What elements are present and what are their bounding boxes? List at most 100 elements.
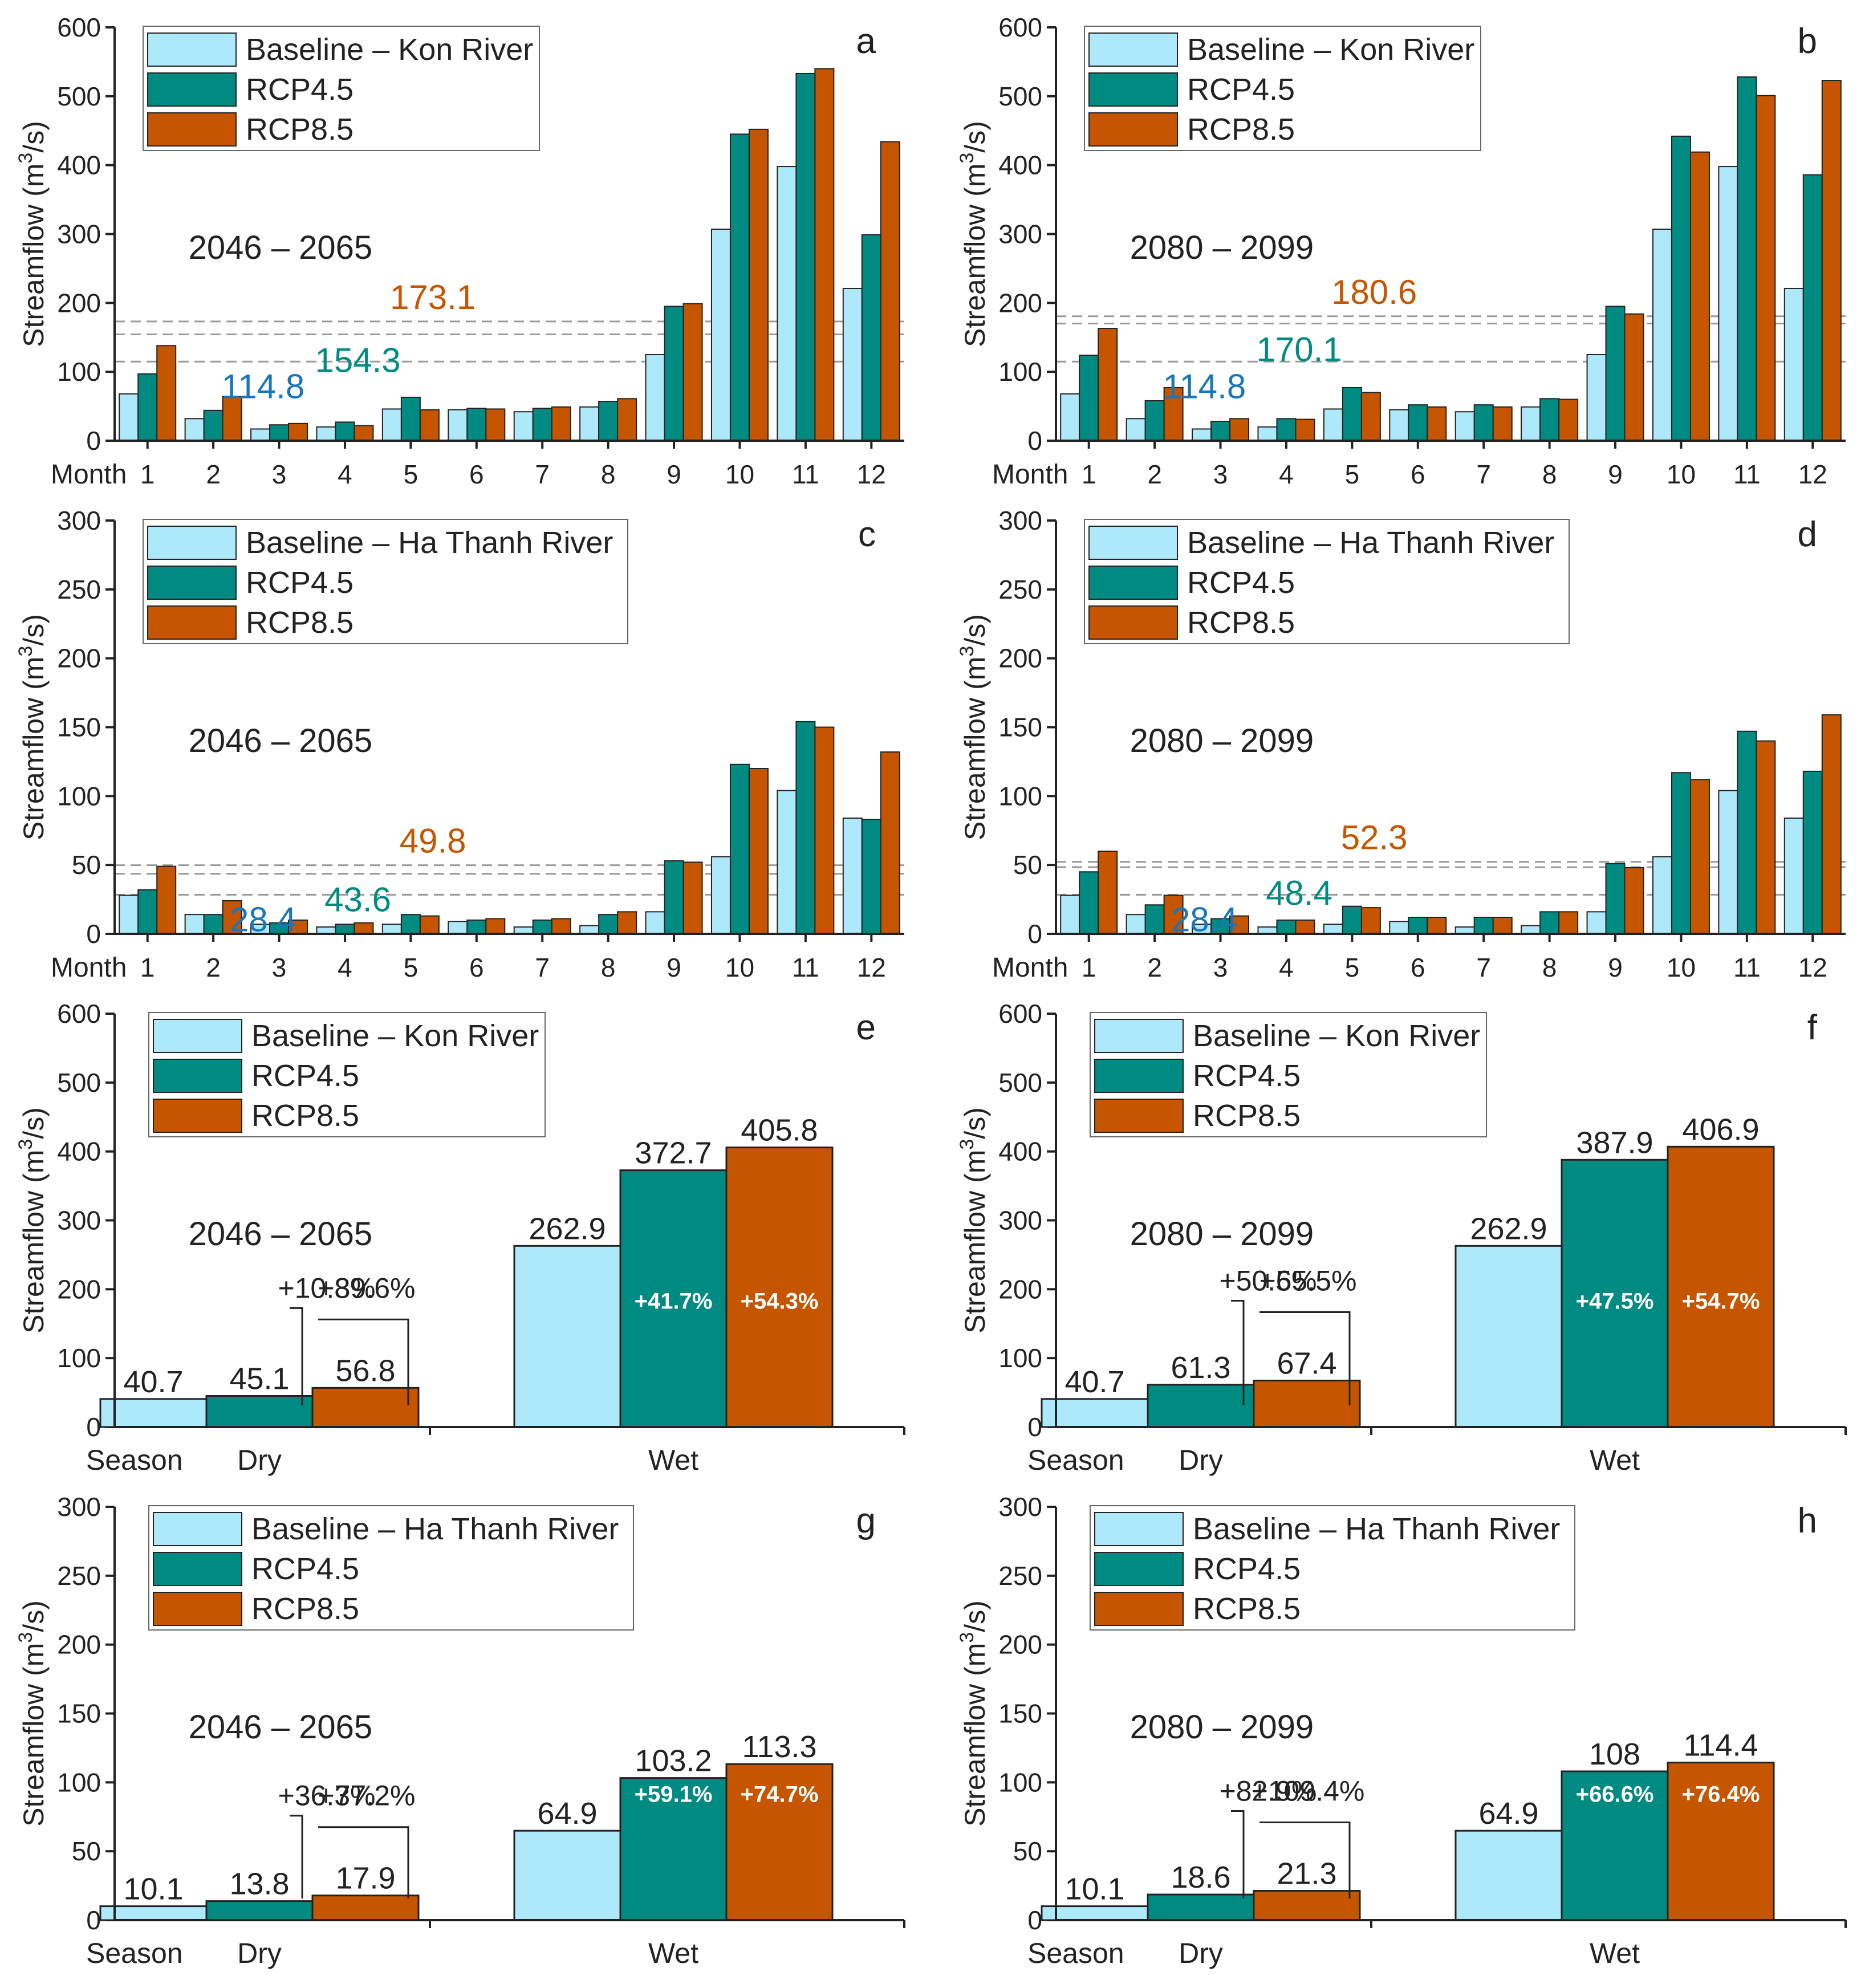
legend-label: RCP8.5 [251,1592,359,1626]
bar-value-label: 108 [1589,1737,1640,1771]
legend-swatch [1088,526,1178,560]
x-tick-label: 7 [1476,953,1491,982]
bar-baseline-month-12 [842,818,863,934]
y-tick-label: 100 [998,1343,1042,1373]
panel-g: 0 50 100 150 200 250 300 Streamflow (m3/s) 10.1 1… [15,1492,905,1969]
bar-rcp45-month-8 [1539,911,1560,935]
legend-label: RCP8.5 [251,1099,359,1133]
dry-change-rcp45: +50.5% [1220,1265,1317,1297]
y-tick-label: 200 [998,288,1042,318]
bar-value-label: 40.7 [123,1365,183,1399]
bar-value-label: 61.3 [1171,1351,1230,1385]
x-category-label: Wet [1590,1444,1640,1476]
bar-rcp85-month-6 [1427,406,1447,442]
x-tick-label: 4 [1279,953,1294,982]
panel-letter: c [858,515,876,554]
wet-change-rcp85: +76.4% [1682,1782,1760,1807]
y-tick-label: 100 [57,357,101,387]
bar-rcp85-month-6 [485,918,506,934]
panel-letter: e [856,1008,876,1047]
y-tick-label: 100 [57,1767,101,1797]
bar-value-label: 103.2 [635,1744,712,1778]
legend-swatch [1088,566,1178,600]
x-tick-label: 9 [1608,460,1623,489]
y-tick-label: 150 [998,1699,1042,1729]
period-label: 2080 – 2099 [1130,722,1314,759]
bar-rcp45-month-5 [400,914,421,934]
bar-rcp45-wet [619,1777,728,1921]
x-category-label: Wet [648,1444,698,1476]
x-tick-label: 11 [1733,953,1761,982]
bar-rcp45-month-11 [1737,730,1757,934]
x-tick-label: 1 [1082,460,1096,489]
legend-label: RCP8.5 [1187,605,1295,640]
bar-rcp45-month-7 [1473,917,1494,934]
x-tick-label: 6 [469,953,484,982]
y-tick-label: 500 [998,1068,1042,1097]
legend-label: RCP8.5 [246,112,354,147]
bar-rcp85-month-11 [1756,740,1776,934]
legend-swatch [1088,32,1178,67]
bar-baseline-month-5 [1323,408,1343,442]
bar-rcp45-month-7 [1473,404,1494,442]
y-tick-label: 500 [57,82,101,111]
y-tick-label: 0 [1027,919,1042,949]
legend-swatch [1094,1019,1184,1053]
bar-baseline-month-1 [119,895,139,935]
legend-swatch [1088,72,1178,107]
reference-label-rcp85: 49.8 [400,822,466,860]
bar-rcp45-month-5 [400,396,421,441]
bar-baseline-month-12 [1783,818,1804,934]
bar-baseline-month-1 [1060,895,1080,935]
x-category-label: Dry [237,1937,282,1969]
x-tick-label: 9 [667,460,681,489]
bar-rcp85-month-2 [222,900,242,934]
bar-rcp45-month-3 [1210,421,1231,442]
x-category-label: Wet [648,1937,698,1969]
bar-baseline-month-3 [1192,428,1212,441]
y-tick-label: 300 [57,219,101,249]
bar-baseline-wet [513,1245,621,1428]
bar-rcp45-wet [1561,1158,1669,1428]
x-tick-label: 9 [1608,953,1623,982]
x-tick-label: 8 [1542,953,1557,982]
bar-rcp45-month-4 [1276,919,1297,935]
bar-rcp85-month-8 [1558,399,1579,441]
x-tick-label: 8 [1542,460,1557,489]
x-tick-label: 5 [1345,953,1360,982]
legend-swatch [147,112,237,147]
bar-baseline-month-4 [316,426,336,441]
bar-baseline-month-9 [645,353,665,441]
bar-rcp45-month-9 [1605,863,1626,934]
legend-swatch [1094,1512,1184,1546]
bar-rcp85-month-1 [1098,328,1118,442]
y-tick-label: 0 [1027,426,1042,456]
legend-swatch [153,1512,242,1546]
bar-baseline-month-11 [777,166,797,441]
x-axis-title: Season [1027,1937,1124,1969]
reference-label-rcp45: 43.6 [324,881,391,919]
bar-baseline-month-12 [842,287,863,441]
bar-rcp85-month-7 [551,918,571,934]
bar-rcp85-month-7 [1492,917,1513,934]
bar-baseline-dry [99,1905,208,1921]
legend-swatch [1094,1099,1184,1133]
period-label: 2046 – 2065 [189,722,373,759]
panel-letter: f [1807,1008,1818,1047]
reference-label-rcp45: 48.4 [1266,874,1332,912]
y-axis-title: Streamflow (m3/s) [956,1600,991,1827]
x-category-label: Wet [1590,1937,1640,1969]
legend-label: Baseline – Kon River [1187,32,1474,67]
legend-swatch [153,1019,242,1053]
y-axis-title: Streamflow (m3/s) [956,121,991,347]
wet-change-rcp45: +66.6% [1576,1782,1654,1807]
x-axis-title: Month [992,953,1068,983]
wet-change-rcp85: +54.7% [1682,1289,1760,1314]
legend-swatch [147,566,237,600]
x-tick-label: 9 [667,953,681,982]
bar-rcp45-month-7 [532,408,552,441]
x-axis-title: Season [86,1937,183,1969]
bar-rcp85-month-3 [1229,418,1250,441]
dry-change-rcp85: +39.6% [318,1272,416,1304]
